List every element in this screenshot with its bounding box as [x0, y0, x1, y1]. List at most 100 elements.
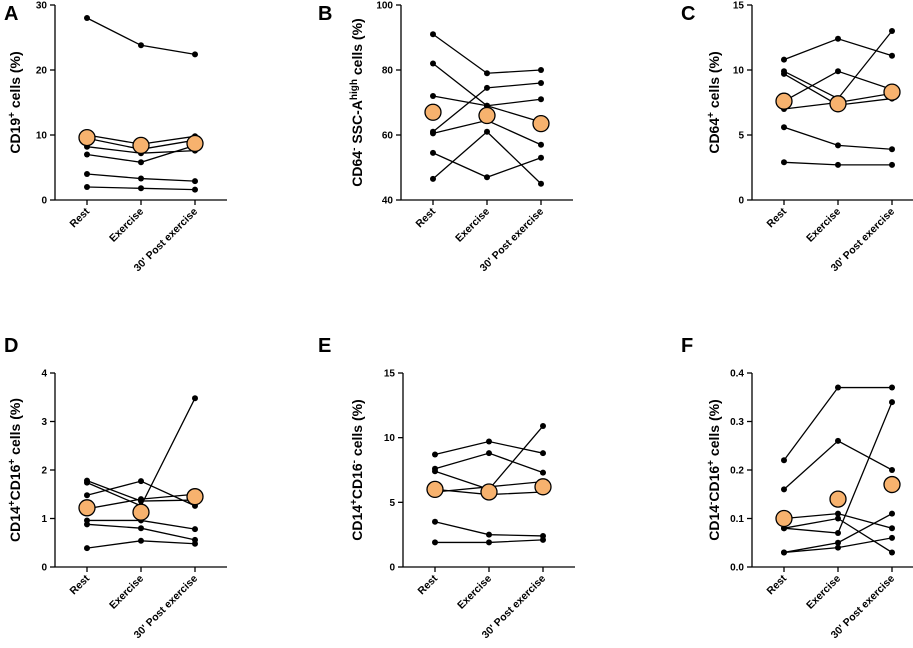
- chart-a-data-point: [192, 51, 198, 58]
- chart-d-data-point: [138, 496, 144, 503]
- chart-f-y-tick-label: 0.2: [730, 466, 744, 477]
- chart-c-data-point: [889, 161, 895, 168]
- chart-e-x-tick-label: Rest: [416, 572, 441, 597]
- chart-c-data-point: [889, 52, 895, 59]
- chart-f-series-line: [783, 440, 893, 490]
- chart-b-y-tick-label: 80: [382, 66, 394, 77]
- chart-e-y-axis-label: CD14+CD16- cells (%): [349, 399, 366, 540]
- chart-c-y-tick-label: 0: [738, 196, 744, 207]
- chart-f-mean-point: [775, 509, 793, 528]
- chart-e-x-tick-label: Exercise: [455, 573, 494, 612]
- chart-e-data-point: [432, 518, 438, 525]
- chart-e-data-point: [432, 539, 438, 546]
- chart-b-mean-point: [478, 106, 496, 125]
- chart-b-y-tick-label: 100: [376, 1, 393, 12]
- chart-d-data-point: [138, 537, 144, 544]
- chart-f-x-tick-label: Exercise: [804, 573, 843, 612]
- chart-d-data-point: [84, 492, 90, 499]
- chart-a-mean-point: [186, 134, 204, 153]
- chart-f-data-point: [835, 539, 841, 546]
- chart-d-data-point: [192, 395, 198, 402]
- chart-f-data-point: [889, 510, 895, 517]
- chart-d-series-line: [86, 397, 196, 507]
- chart-b-data-point: [484, 70, 490, 77]
- chart-b-data-point: [538, 154, 544, 161]
- chart-a-data-point: [138, 159, 144, 166]
- chart-c-x-tick-label: Exercise: [804, 206, 843, 245]
- chart-b-data-point: [484, 174, 490, 181]
- chart-f-data-point: [889, 525, 895, 532]
- chart-d-y-tick-label: 0: [41, 563, 47, 574]
- chart-b-x-tick-label: Exercise: [453, 206, 492, 245]
- chart-f-y-tick-label: 0.1: [730, 514, 744, 525]
- chart-a-y-tick-label: 10: [36, 131, 48, 142]
- chart-a-data-point: [138, 185, 144, 192]
- chart-f-y-axis-label: CD14-CD16+ cells (%): [706, 399, 723, 540]
- chart-c-data-point: [835, 35, 841, 42]
- chart-c-data-point: [781, 56, 787, 63]
- chart-c-data-point: [781, 159, 787, 166]
- chart-b-data-point: [430, 31, 436, 38]
- chart-f-data-point: [889, 534, 895, 541]
- chart-e-data-point: [540, 469, 546, 476]
- chart-b-y-axis-label: CD64- SSC-Ahigh cells (%): [349, 18, 366, 186]
- chart-e-mean-point: [534, 478, 552, 496]
- chart-b-data-point: [430, 60, 436, 67]
- chart-c-data-point: [781, 70, 787, 77]
- chart-b-data-point: [538, 80, 544, 86]
- chart-a-y-tick-label: 0: [41, 196, 47, 207]
- chart-c-x-tick-label: Rest: [765, 205, 790, 230]
- chart-c-series-line: [783, 38, 893, 61]
- chart-f-data-point: [835, 510, 841, 517]
- chart-d-y-tick-label: 3: [41, 417, 47, 428]
- chart-f-data-point: [889, 467, 895, 473]
- chart-b-data-point: [430, 130, 436, 137]
- chart-f-data-point: [781, 457, 787, 464]
- chart-f-series-line: [783, 386, 892, 461]
- chart-f-y-tick-label: 0.4: [730, 369, 744, 380]
- chart-a-data-point: [84, 151, 90, 158]
- chart-e-y-tick-label: 0: [389, 563, 395, 574]
- chart-a-mean-point: [132, 136, 150, 155]
- chart-a-y-tick-label: 20: [36, 66, 48, 77]
- chart-d-mean-point: [78, 499, 96, 517]
- chart-d-data-point: [192, 526, 198, 533]
- chart-a-data-point: [84, 171, 90, 177]
- chart-f-data-point: [889, 399, 895, 406]
- chart-b-data-point: [484, 84, 490, 91]
- chart-d-y-tick-label: 4: [41, 369, 47, 380]
- chart-a-data-point: [138, 175, 144, 182]
- chart-d-y-tick-label: 1: [41, 514, 47, 525]
- chart-b-mean-point: [424, 103, 442, 121]
- chart-d-data-point: [192, 540, 198, 547]
- chart-d-x-tick-label: Exercise: [107, 573, 146, 612]
- chart-c-y-axis-label: CD64+ cells (%): [706, 51, 723, 153]
- chart-f-mean-point: [829, 490, 847, 508]
- chart-a-x-tick-label: Rest: [68, 205, 93, 230]
- chart-d-y-tick-label: 2: [41, 466, 47, 477]
- chart-f-y-tick-label: 0.3: [730, 417, 744, 428]
- chart-f-data-point: [889, 549, 895, 556]
- chart-f-data-point: [889, 384, 895, 391]
- chart-c-data-point: [835, 68, 841, 75]
- chart-e-data-point: [432, 451, 438, 458]
- chart-a-y-axis-label: CD19+ cells (%): [7, 51, 24, 153]
- chart-d-data-point: [138, 525, 144, 532]
- chart-d-mean-point: [132, 503, 150, 521]
- chart-e-data-point: [540, 536, 546, 543]
- chart-f-data-point: [835, 515, 841, 522]
- chart-f-letter: F: [681, 335, 693, 357]
- chart-b-data-point: [430, 149, 436, 156]
- chart-b-data-point: [538, 96, 544, 103]
- chart-a-y-tick-label: 30: [36, 1, 48, 12]
- chart-c-letter: C: [681, 3, 695, 25]
- chart-d-data-point: [84, 545, 90, 552]
- chart-a-data-point: [84, 184, 90, 190]
- chart-b-data-point: [430, 175, 436, 182]
- chart-e-y-tick-label: 5: [389, 498, 395, 509]
- chart-e-y-tick-label: 15: [384, 369, 396, 380]
